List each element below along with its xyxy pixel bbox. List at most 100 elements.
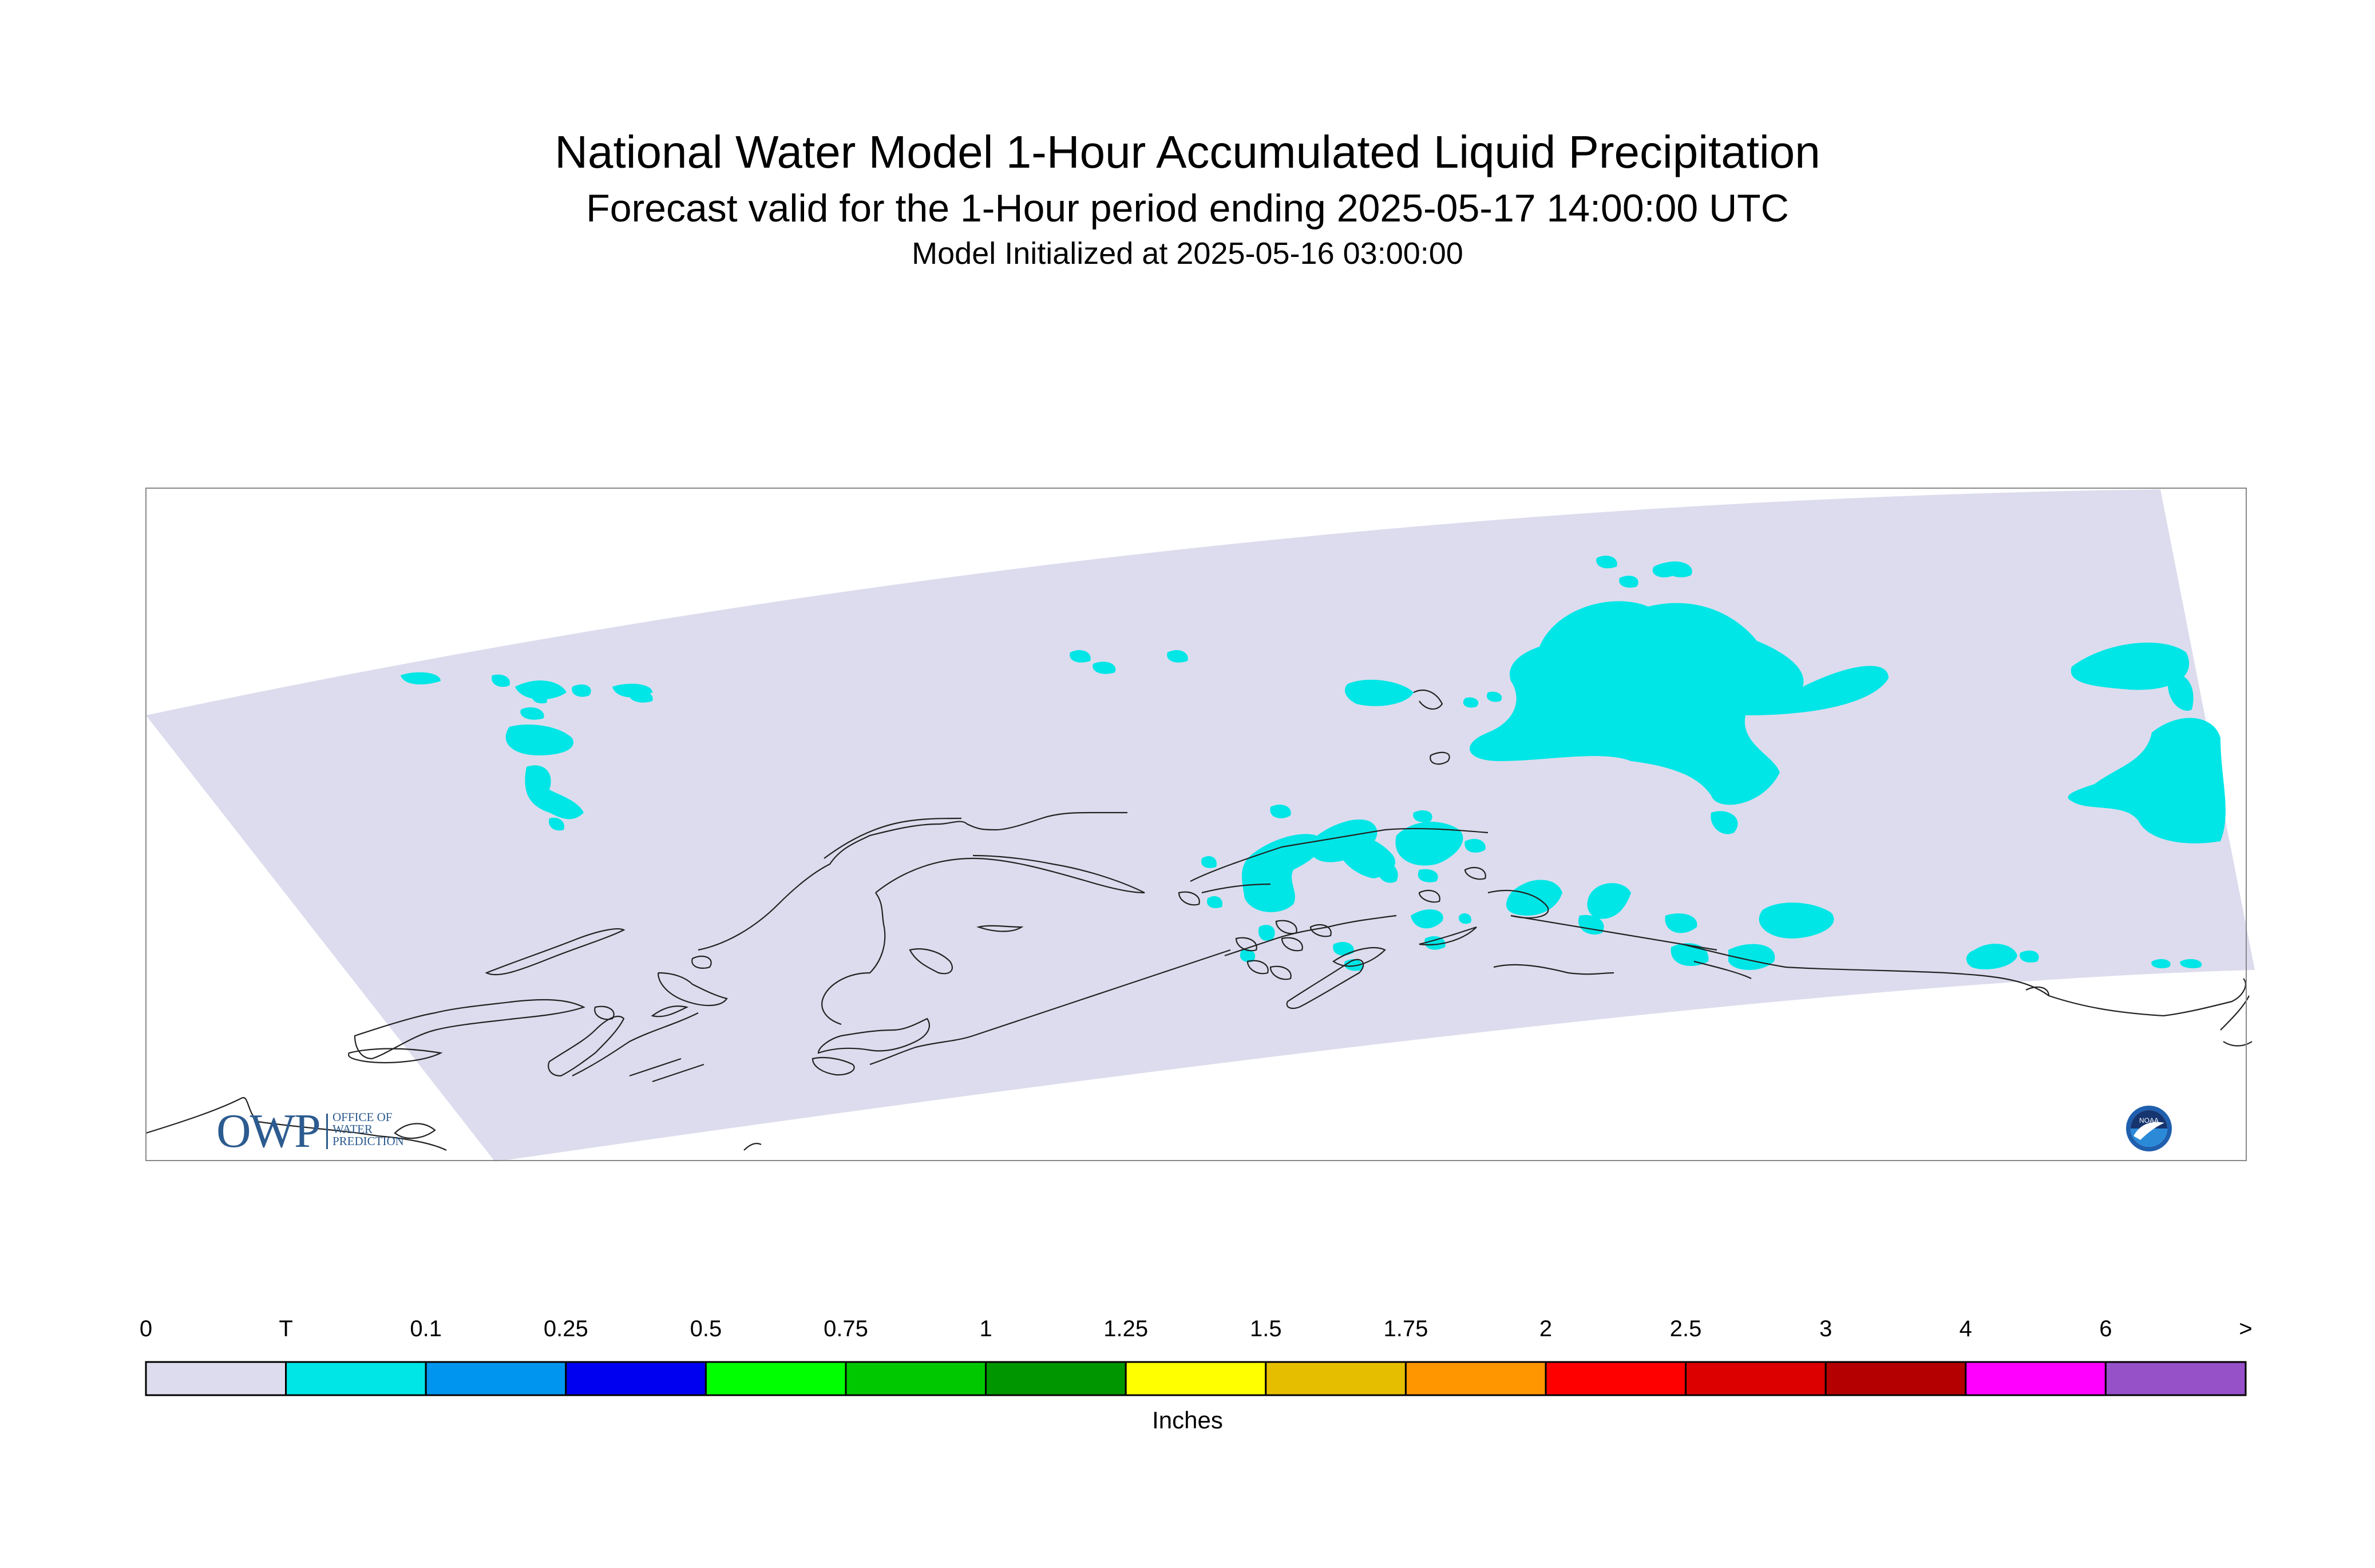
coastline — [909, 948, 953, 975]
precip-area — [1506, 880, 1562, 916]
legend-tick-label: 0.1 — [410, 1316, 442, 1341]
map-frame — [145, 488, 2247, 1161]
coastline — [2025, 986, 2050, 996]
precip-area — [2068, 718, 2226, 844]
precip-area — [1469, 601, 1889, 805]
precip-area — [1378, 862, 1398, 883]
precip-area — [1587, 883, 1631, 919]
legend-tick-label: 2 — [1539, 1316, 1553, 1341]
coastline — [1418, 889, 1440, 903]
coastline — [1332, 947, 1386, 967]
precip-area — [1662, 561, 1692, 577]
coastline — [869, 949, 1231, 1066]
legend-tick-label: 1.25 — [1103, 1316, 1149, 1341]
owp-logo-text: OFFICE OF WATER PREDICTION — [332, 1110, 404, 1148]
coastline — [394, 1123, 436, 1139]
precip-area — [2168, 674, 2194, 711]
legend-tick-label: 1.75 — [1383, 1316, 1428, 1341]
precip-area — [549, 817, 564, 831]
precip-area — [1395, 822, 1463, 866]
legend-swatch — [1685, 1361, 1827, 1396]
coastline — [1693, 960, 1752, 979]
coastline — [1413, 690, 1443, 710]
coastline — [1235, 937, 1257, 952]
legend-tick-label: 0.25 — [543, 1316, 588, 1341]
coastline — [657, 972, 728, 1007]
coastline — [698, 811, 1127, 951]
coastline — [145, 1097, 447, 1151]
precip-area — [2071, 642, 2190, 690]
precip-area — [1270, 804, 1291, 818]
precip-area — [1966, 944, 2017, 969]
precip-area — [1711, 811, 1738, 834]
precip-area — [629, 690, 653, 703]
precip-area — [1464, 838, 1486, 853]
precip-area — [2020, 950, 2039, 963]
legend-swatch — [1545, 1361, 1687, 1396]
precipitation-areas — [401, 555, 2226, 971]
precip-area — [520, 707, 544, 720]
forecast-valid-subtitle: Forecast valid for the 1-Hour period end… — [586, 187, 1789, 230]
coastline — [594, 1005, 615, 1020]
precip-area — [1486, 691, 1502, 702]
model-init-subtitle: Model Initialized at 2025-05-16 03:00:00 — [912, 236, 1463, 271]
coastline — [347, 1048, 443, 1063]
coastline — [354, 999, 585, 1060]
coastline — [572, 1012, 699, 1076]
coastline — [1464, 866, 1486, 880]
legend-tick-label: 4 — [1959, 1316, 1972, 1341]
coastline — [548, 1016, 625, 1077]
precip-area — [2180, 959, 2202, 968]
legend-swatch — [1824, 1361, 1967, 1396]
precip-area — [1240, 949, 1256, 963]
precip-area — [572, 684, 591, 697]
coastline — [1682, 943, 2247, 1017]
coastline — [1275, 920, 1297, 935]
coastline — [817, 1017, 931, 1054]
legend-swatch — [2104, 1361, 2247, 1396]
precip-area — [532, 691, 547, 704]
legend-swatch — [1265, 1361, 1407, 1396]
coastline — [1178, 891, 1200, 906]
coastline — [743, 1142, 762, 1151]
precip-area — [1411, 909, 1443, 929]
map-title: National Water Model 1-Hour Accumulated … — [555, 126, 1820, 177]
precip-area — [1463, 697, 1479, 708]
legend-tick-label: 6 — [2099, 1316, 2112, 1341]
precip-area — [1424, 936, 1446, 950]
legend-swatch — [704, 1361, 847, 1396]
coastline — [1190, 827, 1489, 882]
legend-tick-label: 0.5 — [690, 1316, 722, 1341]
legend-swatch — [1404, 1361, 1547, 1396]
legend-swatch — [425, 1361, 567, 1396]
legend-tick-label: 0.75 — [824, 1316, 868, 1341]
coastline — [824, 817, 962, 859]
legend-swatch — [985, 1361, 1127, 1396]
coastline — [1281, 937, 1303, 952]
precip-area — [1619, 575, 1638, 588]
coastline — [1309, 924, 1332, 937]
coastlines — [145, 690, 2253, 1151]
precip-area — [1596, 555, 1617, 569]
coastline — [485, 928, 626, 976]
coastline — [1493, 964, 1614, 975]
coastline — [1286, 959, 1364, 1009]
legend-swatch — [1125, 1361, 1267, 1396]
legend-tick-label: > — [2239, 1316, 2253, 1341]
legend-swatch — [1965, 1361, 2107, 1396]
legend-tick-label: 1 — [979, 1316, 992, 1341]
precip-area — [1070, 650, 1091, 663]
model-domain-area — [146, 489, 2255, 1162]
coastline — [1201, 883, 1271, 894]
precip-area — [515, 680, 567, 700]
precip-area — [1459, 913, 1471, 924]
coastline — [1419, 926, 1477, 945]
precip-area — [1258, 925, 1275, 941]
legend-swatch — [565, 1361, 707, 1396]
noaa-logo-text: NOAA — [2139, 1116, 2159, 1124]
legend-tick-label: 1.5 — [1249, 1316, 1282, 1341]
precip-area — [1775, 914, 1793, 930]
coastline — [976, 925, 1024, 932]
legend-tick-label: T — [279, 1316, 293, 1341]
coastline — [1430, 751, 1450, 765]
